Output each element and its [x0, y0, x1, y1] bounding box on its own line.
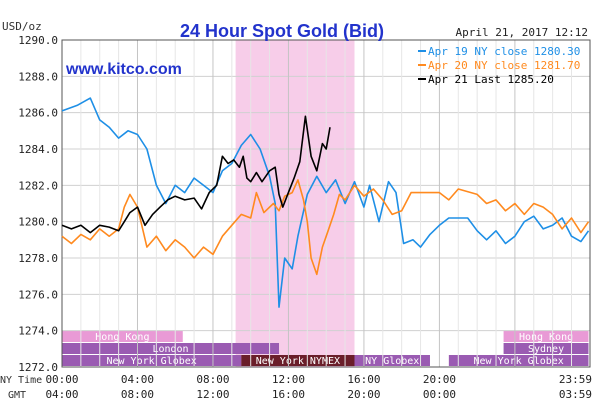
- y-tick-label: 1274.0: [18, 325, 58, 338]
- legend: Apr 19 NY close 1280.30 Apr 20 NY close …: [418, 45, 580, 86]
- x-tick-label-ny: 20:00: [423, 373, 456, 386]
- y-axis-units: USD/oz: [2, 20, 42, 33]
- x-tick-label-ny: 08:00: [196, 373, 229, 386]
- session-label: Sydney: [528, 344, 564, 355]
- legend-label-apr19: Apr 19 NY close 1280.30: [428, 45, 580, 58]
- series-line-3: [61, 115, 331, 234]
- x-tick-label-ny: 12:00: [272, 373, 305, 386]
- gmt-axis-label: GMT: [8, 390, 26, 401]
- y-tick-label: 1286.0: [18, 107, 58, 120]
- x-tick-label-gmt: 20:00: [347, 388, 380, 401]
- session-label: Hong Kong: [95, 332, 149, 343]
- series-line-1: [61, 97, 590, 308]
- y-tick-label: 1278.0: [18, 252, 58, 265]
- session-bar: [354, 355, 430, 366]
- x-tick-label-gmt: 04:00: [45, 388, 78, 401]
- session-bar: [62, 343, 280, 354]
- series-line-2: [61, 179, 590, 276]
- y-tick-label: 1290.0: [18, 34, 58, 47]
- x-tick-label-ny: 23:59: [559, 373, 592, 386]
- x-tick-label-gmt: 12:00: [196, 388, 229, 401]
- y-tick-label: 1272.0: [18, 361, 58, 374]
- x-tick-label-ny: 00:00: [45, 373, 78, 386]
- session-bar: [62, 331, 183, 342]
- session-bar: [62, 355, 242, 366]
- x-tick-label-ny: 04:00: [121, 373, 154, 386]
- x-axis-ticks: 00:00 04:00 04:00 08:00 08:00 12:00 12:00 16:00…: [45, 373, 592, 401]
- legend-label-apr21: Apr 21 Last 1285.20: [428, 73, 554, 86]
- session-bar: [503, 331, 589, 342]
- chart-date: April 21, 2017 12:12: [456, 26, 588, 39]
- ny-time-axis-label: NY Time: [0, 375, 42, 386]
- y-axis-ticks: 1290.0 1288.0 1286.0 1284.0 1282.0 1280.0 1278…: [18, 34, 58, 374]
- session-label: Hong Kong: [519, 332, 573, 343]
- session-bar: [241, 355, 355, 366]
- plot-frame: [61, 39, 591, 368]
- series-layer: [61, 97, 590, 308]
- y-tick-label: 1276.0: [18, 288, 58, 301]
- x-tick-label-gmt: 08:00: [121, 388, 154, 401]
- y-tick-label: 1284.0: [18, 143, 58, 156]
- x-tick-label-ny: 16:00: [347, 373, 380, 386]
- x-tick-label-gmt: 16:00: [272, 388, 305, 401]
- session-label: New York NYMEX: [256, 356, 340, 367]
- x-tick-label-gmt: 00:00: [423, 388, 456, 401]
- y-tick-label: 1280.0: [18, 216, 58, 229]
- session-bar: [448, 355, 589, 366]
- session-label: New York Globex: [474, 356, 564, 367]
- ny-session-highlight: [235, 40, 355, 367]
- x-tick-label-gmt: 03:59: [559, 388, 592, 401]
- legend-label-apr20: Apr 20 NY close 1281.70: [428, 59, 580, 72]
- y-tick-label: 1288.0: [18, 70, 58, 83]
- chart-title: 24 Hour Spot Gold (Bid): [180, 21, 384, 41]
- brand-watermark[interactable]: www.kitco.com: [65, 61, 182, 78]
- session-bar: [503, 343, 589, 354]
- y-tick-label: 1282.0: [18, 179, 58, 192]
- session-label: NY Globex: [365, 356, 419, 367]
- ny-session-band-layer: [235, 40, 355, 367]
- session-label: New York Globex: [106, 356, 196, 367]
- session-label: London: [152, 344, 188, 355]
